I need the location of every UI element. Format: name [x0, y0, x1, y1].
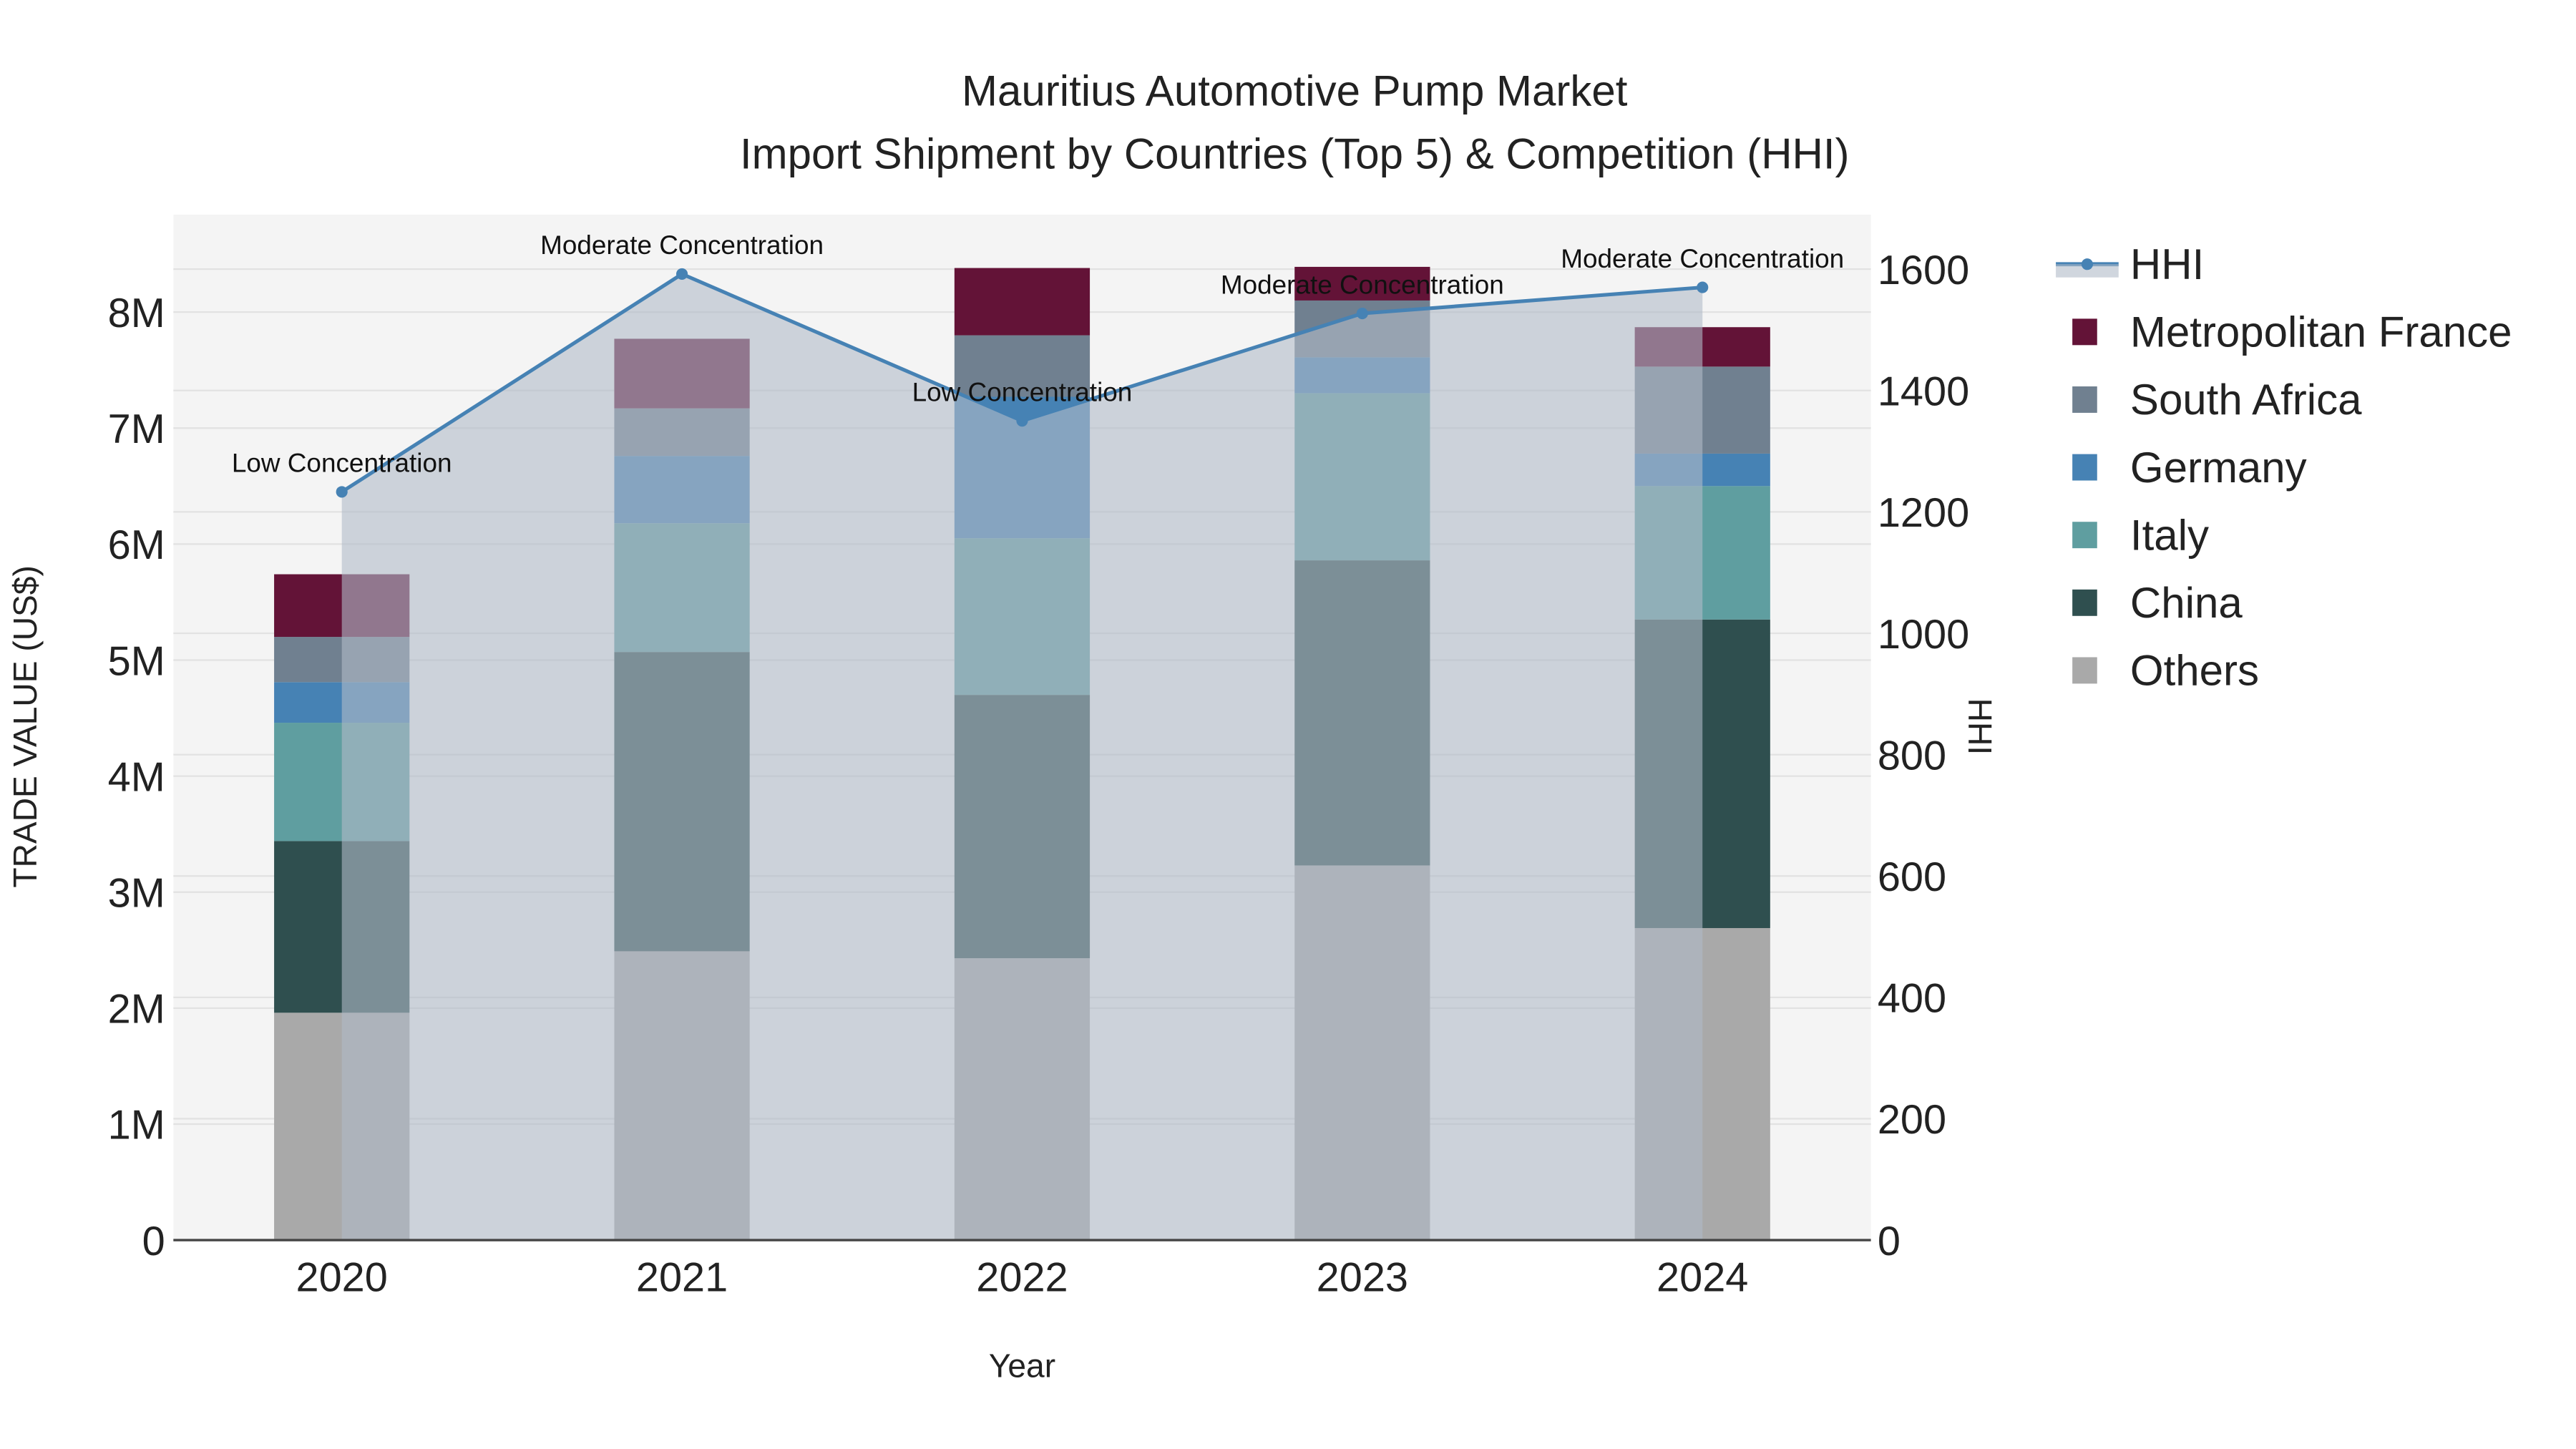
hhi-annotation: Moderate Concentration	[540, 230, 824, 260]
y-tick-label: 8M	[108, 291, 165, 336]
y-tick-label: 6M	[108, 522, 165, 568]
legend-hhi-marker	[2081, 258, 2093, 270]
chart-subtitle: Import Shipment by Countries (Top 5) & C…	[740, 130, 1850, 177]
bar-metropolitan-france	[954, 268, 1091, 336]
y-axis-label: TRADE VALUE (US$)	[6, 565, 44, 887]
legend-label: South Africa	[2130, 376, 2362, 424]
hhi-annotation: Moderate Concentration	[1221, 270, 1504, 299]
y2-tick-label: 1000	[1878, 612, 1969, 658]
legend-swatch	[2072, 657, 2097, 684]
legend-hhi-area	[2056, 264, 2119, 278]
y2-tick-label: 1400	[1878, 369, 1969, 415]
x-axis-label: Year	[989, 1347, 1055, 1385]
y-tick-label: 5M	[108, 638, 165, 684]
y-tick-label: 1M	[108, 1103, 165, 1148]
hhi-point	[1697, 281, 1709, 293]
legend-label: Germany	[2130, 444, 2307, 492]
y2-tick-label: 1600	[1878, 248, 1969, 293]
x-tick-label: 2022	[976, 1255, 1068, 1301]
legend-swatch	[2072, 522, 2097, 549]
legend-label: Others	[2130, 647, 2259, 695]
y2-tick-label: 1200	[1878, 490, 1969, 536]
y-tick-label: 2M	[108, 987, 165, 1033]
legend-label: HHI	[2130, 240, 2204, 288]
hhi-area	[341, 273, 1703, 1241]
y-tick-label: 4M	[108, 754, 165, 800]
hhi-annotation: Low Concentration	[232, 449, 452, 478]
legend: HHI Metropolitan France South Africa German…	[2056, 240, 2512, 695]
x-tick-label: 2020	[296, 1255, 388, 1301]
legend-swatch	[2072, 386, 2097, 413]
x-tick-label: 2024	[1657, 1255, 1748, 1301]
hhi-point	[676, 268, 688, 280]
legend-label: Italy	[2130, 511, 2209, 559]
y2-tick-label: 600	[1878, 854, 1946, 900]
y2-tick-label: 200	[1878, 1097, 1946, 1143]
y2-tick-label: 0	[1878, 1219, 1901, 1264]
legend-label: China	[2130, 579, 2243, 627]
legend-swatch	[2072, 318, 2097, 346]
y-tick-label: 3M	[108, 871, 165, 917]
hhi-point	[1356, 307, 1368, 320]
y-tick-label: 0	[142, 1219, 165, 1264]
x-tick-label: 2021	[636, 1255, 728, 1301]
bar-south-africa	[954, 335, 1091, 397]
legend-swatch	[2072, 589, 2097, 616]
y2-tick-label: 800	[1878, 733, 1946, 779]
hhi-annotation: Low Concentration	[912, 377, 1133, 406]
hhi-point	[336, 486, 348, 498]
y2-tick-label: 400	[1878, 976, 1946, 1022]
x-tick-label: 2023	[1317, 1255, 1408, 1301]
legend-label: Metropolitan France	[2130, 308, 2512, 356]
y2-axis-label: HHI	[1961, 698, 1999, 755]
hhi-annotation: Moderate Concentration	[1561, 244, 1844, 273]
legend-swatch	[2072, 454, 2097, 481]
chart-title: Mauritius Automotive Pump Market	[962, 67, 1628, 115]
hhi-point	[1016, 415, 1028, 427]
bar-metropolitan-france	[1294, 266, 1430, 301]
y-tick-label: 7M	[108, 406, 165, 452]
